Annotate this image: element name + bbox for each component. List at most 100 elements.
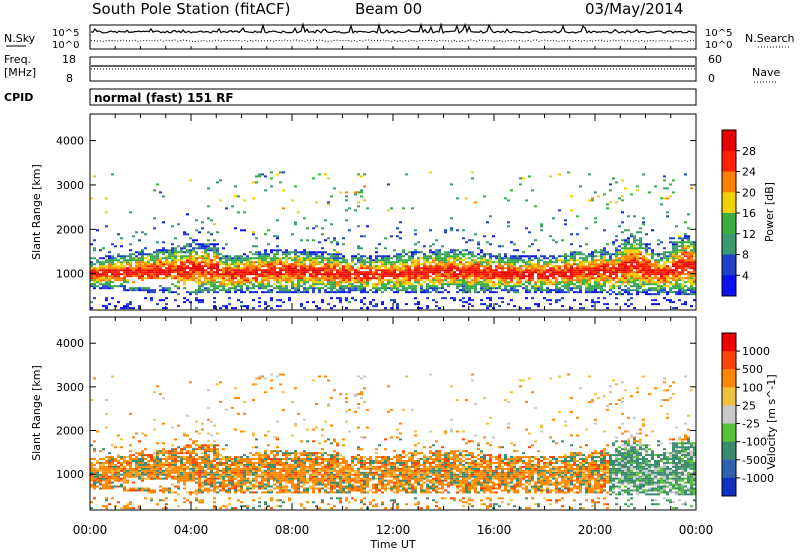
power-cell bbox=[435, 273, 438, 276]
power-cell bbox=[564, 269, 567, 272]
velocity-cell bbox=[114, 446, 117, 449]
power-cell bbox=[453, 255, 456, 258]
power-cell bbox=[435, 271, 438, 274]
power-cell bbox=[564, 259, 567, 262]
power-cell bbox=[495, 283, 498, 286]
power-cell bbox=[570, 263, 573, 266]
power-cell bbox=[450, 275, 453, 278]
power-cell bbox=[198, 261, 201, 264]
power-cell bbox=[279, 263, 282, 266]
velocity-cell bbox=[198, 475, 201, 478]
power-cell bbox=[405, 277, 408, 280]
power-cell bbox=[621, 247, 624, 250]
power-cell bbox=[144, 271, 147, 274]
power-cell bbox=[261, 257, 264, 260]
power-cell bbox=[345, 209, 348, 212]
power-cell bbox=[357, 259, 360, 262]
power-cell bbox=[630, 251, 633, 254]
power-cell bbox=[585, 283, 588, 286]
power-cell bbox=[387, 183, 390, 186]
power-cell bbox=[198, 231, 201, 234]
velocity-cell bbox=[120, 463, 123, 466]
power-cell bbox=[159, 269, 162, 272]
power-cell bbox=[612, 269, 615, 272]
power-cell bbox=[120, 279, 123, 282]
power-cell bbox=[186, 279, 189, 282]
velocity-cell bbox=[123, 473, 126, 476]
power-cell bbox=[114, 265, 117, 268]
power-cell bbox=[93, 283, 96, 286]
power-cell bbox=[387, 209, 390, 212]
power-cell bbox=[576, 279, 579, 282]
power-cell bbox=[189, 249, 192, 252]
power-cell bbox=[537, 249, 540, 252]
power-cell bbox=[360, 299, 363, 302]
velocity-cell bbox=[156, 461, 159, 464]
power-cell bbox=[153, 261, 156, 264]
velocity-cell bbox=[102, 479, 105, 482]
power-cell bbox=[420, 289, 423, 292]
power-cell bbox=[483, 257, 486, 260]
power-cell bbox=[498, 265, 501, 268]
power-cell bbox=[192, 277, 195, 280]
power-cell bbox=[222, 261, 225, 264]
power-cell bbox=[393, 275, 396, 278]
power-cell bbox=[543, 273, 546, 276]
power-cell bbox=[675, 269, 678, 272]
power-cell bbox=[111, 265, 114, 268]
velocity-cell bbox=[171, 471, 174, 474]
power-cell bbox=[522, 273, 525, 276]
power-cell bbox=[459, 275, 462, 278]
power-cell bbox=[147, 261, 150, 264]
power-cell bbox=[336, 263, 339, 266]
power-cell bbox=[213, 255, 216, 258]
power-cell bbox=[675, 249, 678, 252]
power-cell bbox=[684, 265, 687, 268]
power-cell bbox=[603, 279, 606, 282]
power-cell bbox=[576, 281, 579, 284]
power-cell bbox=[243, 305, 246, 308]
power-cell bbox=[510, 263, 513, 266]
power-cell bbox=[156, 251, 159, 254]
power-cell bbox=[681, 293, 684, 296]
power-cell bbox=[345, 261, 348, 264]
power-cell bbox=[621, 195, 624, 198]
velocity-cell bbox=[183, 479, 186, 482]
velocity-cell bbox=[195, 477, 198, 480]
power-cell bbox=[309, 285, 312, 288]
power-cell bbox=[375, 267, 378, 270]
power-cell bbox=[93, 175, 96, 178]
power-cell bbox=[630, 243, 633, 246]
power-cell bbox=[192, 265, 195, 268]
power-cell bbox=[471, 305, 474, 308]
power-cell bbox=[492, 285, 495, 288]
power-cell bbox=[180, 255, 183, 258]
velocity-cell bbox=[171, 491, 174, 494]
power-cell bbox=[345, 307, 348, 310]
power-cell bbox=[183, 261, 186, 264]
velocity-cell bbox=[195, 420, 198, 423]
power-cell bbox=[498, 277, 501, 280]
power-cell bbox=[237, 211, 240, 214]
power-cell bbox=[321, 269, 324, 272]
power-cell bbox=[561, 239, 564, 242]
power-cell bbox=[336, 255, 339, 258]
power-cell bbox=[528, 283, 531, 286]
power-cell bbox=[543, 255, 546, 258]
power-cell bbox=[603, 249, 606, 252]
power-cell bbox=[267, 289, 270, 292]
velocity-cell bbox=[207, 479, 210, 482]
power-cell bbox=[525, 285, 528, 288]
velocity-cell bbox=[234, 477, 237, 480]
velocity-cell bbox=[129, 460, 132, 462]
power-cell bbox=[636, 287, 639, 290]
noise-sky-label: N.Sky bbox=[4, 32, 36, 45]
power-cell bbox=[207, 249, 210, 252]
power-cell bbox=[345, 269, 348, 272]
velocity-cell bbox=[159, 489, 162, 492]
power-cell bbox=[618, 267, 621, 270]
power-cell bbox=[189, 293, 192, 296]
power-cell bbox=[267, 255, 270, 258]
power-cell bbox=[135, 251, 138, 254]
power-cell bbox=[573, 285, 576, 288]
